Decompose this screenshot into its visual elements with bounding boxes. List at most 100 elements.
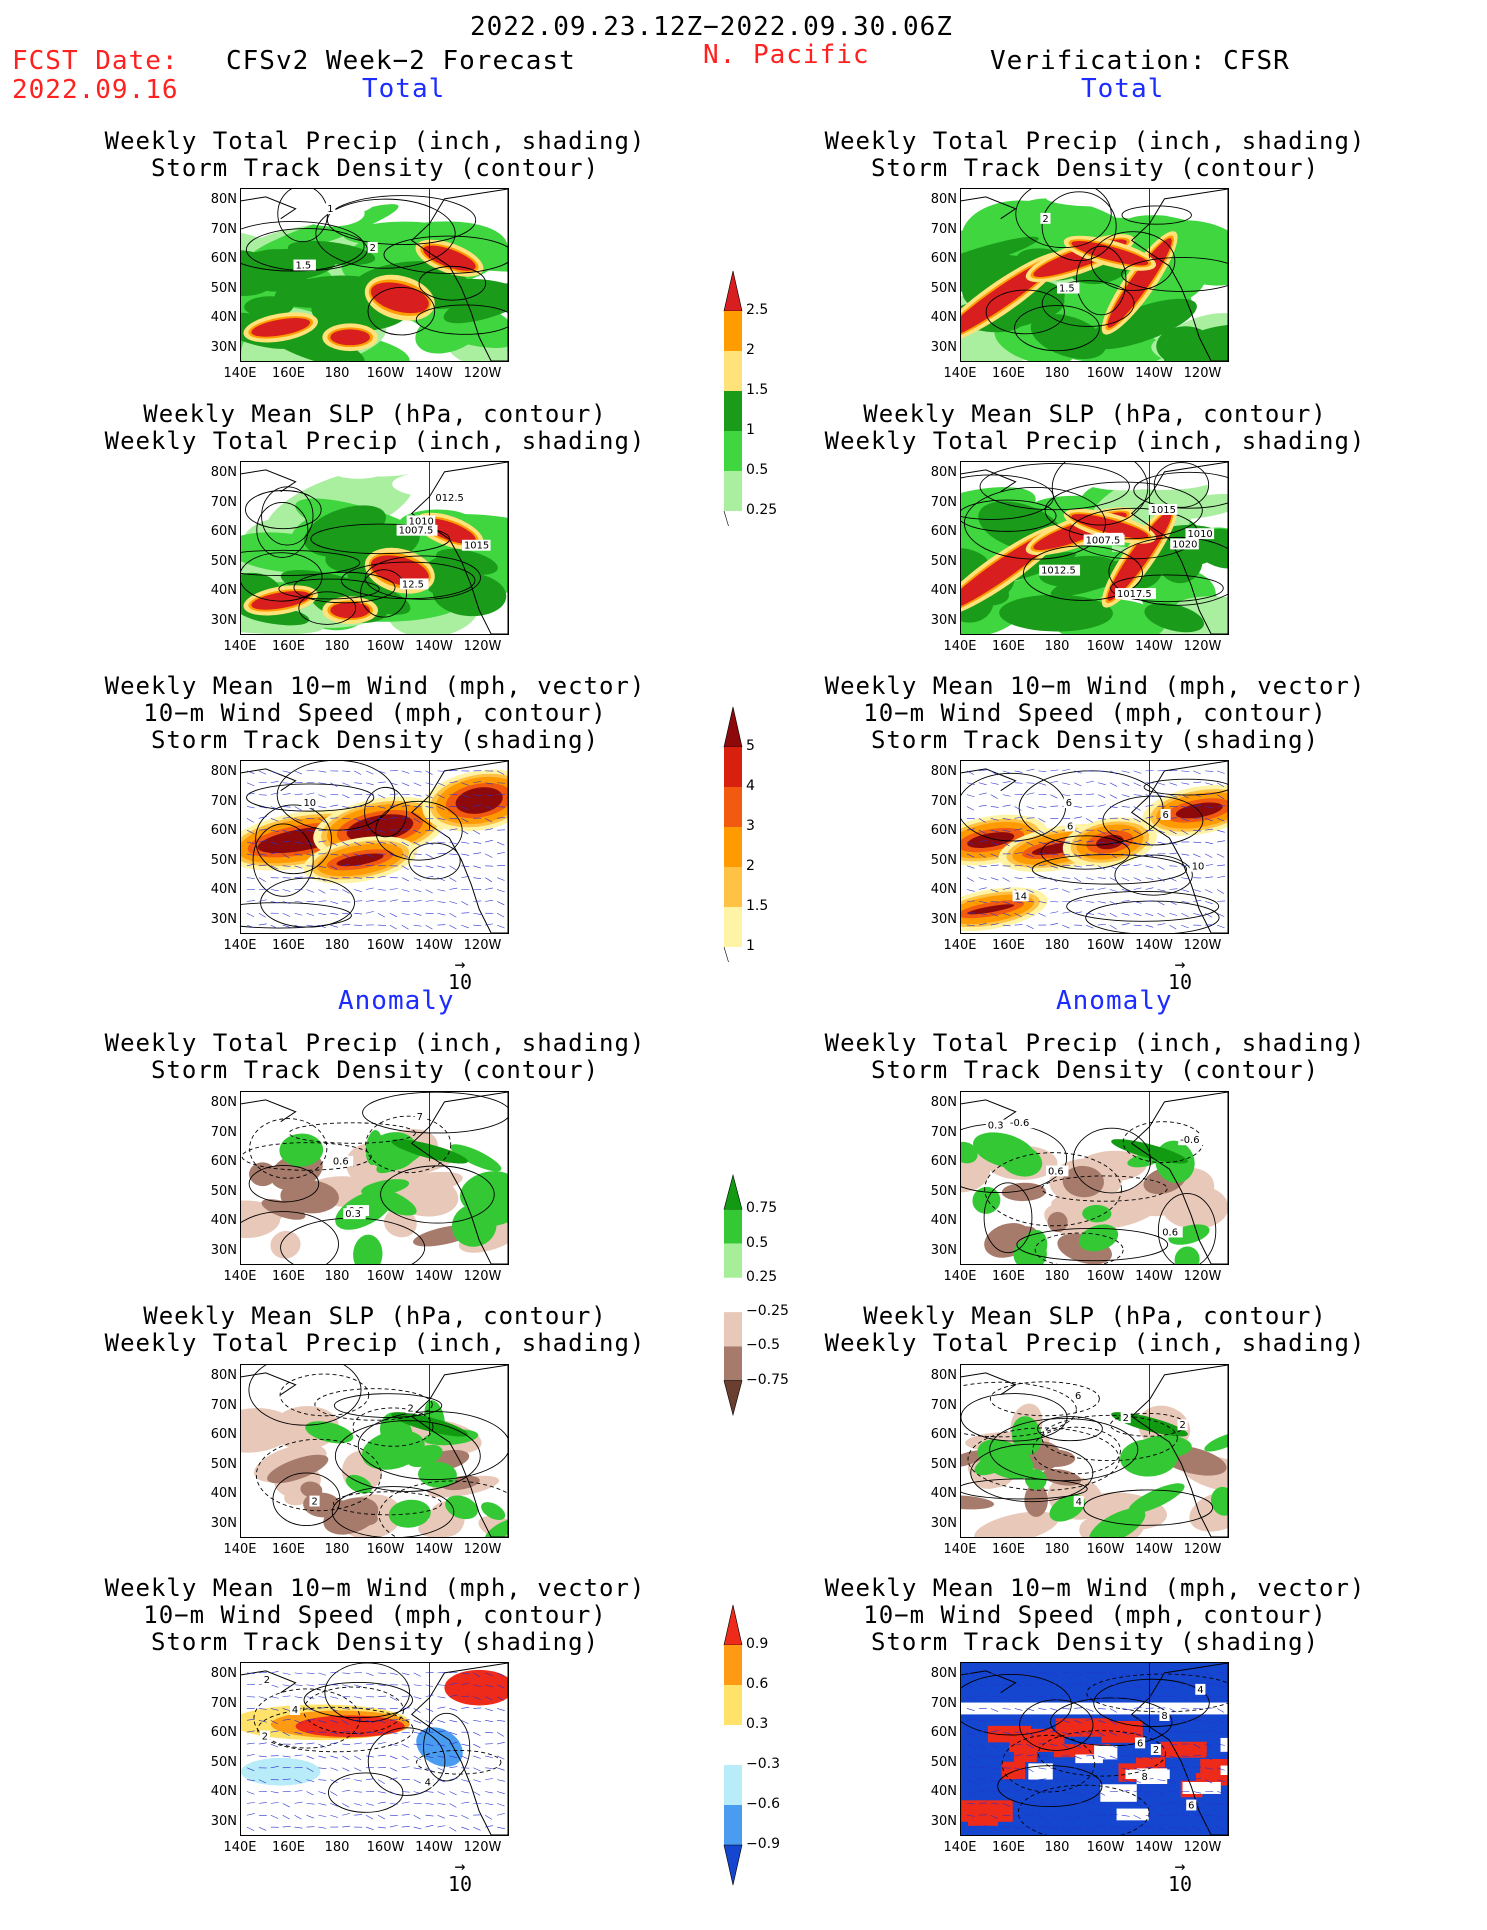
lat-tick-label: 60N: [917, 1154, 957, 1169]
lon-tick-label: 140E: [938, 366, 982, 381]
lat-tick-label: 80N: [197, 465, 237, 480]
lon-tick-label: 140E: [938, 938, 982, 953]
lon-tick-label: 120W: [1181, 639, 1225, 654]
colorbar-label: 2: [746, 858, 755, 874]
panel-title-line: Weekly Mean SLP (hPa, contour): [795, 401, 1395, 428]
svg-text:6: 6: [1188, 1800, 1194, 1811]
contour-label: 1007.5: [397, 525, 438, 537]
contour-label: 1020: [1170, 539, 1199, 551]
lat-tick-label: 80N: [197, 192, 237, 207]
lon-tick-label: 180: [1035, 639, 1079, 654]
panel-title-4-left: Weekly Total Precip (inch, shading)Storm…: [75, 1030, 675, 1084]
panel-title-line: 10−m Wind Speed (mph, contour): [795, 1602, 1395, 1629]
contour-label: 1015: [1149, 504, 1178, 516]
lon-tick-label: 160W: [364, 366, 408, 381]
svg-text:2: 2: [1179, 1420, 1185, 1431]
lon-tick-label: 120W: [461, 938, 505, 953]
lat-tick-label: 50N: [197, 853, 237, 868]
contour-label: 4: [423, 1776, 433, 1788]
svg-text:1015: 1015: [1151, 505, 1176, 516]
panel-title-line: Weekly Mean 10−m Wind (mph, vector): [795, 1575, 1395, 1602]
lon-tick-label: 160E: [987, 639, 1031, 654]
lat-tick-label: 50N: [917, 1755, 957, 1770]
lat-tick-label: 70N: [197, 222, 237, 237]
contour-label: 2: [1178, 1419, 1188, 1431]
lat-tick-label: 80N: [917, 1368, 957, 1383]
contour-label: 1010: [1186, 528, 1215, 540]
vector-reference: →10: [1150, 960, 1210, 994]
svg-text:1.5: 1.5: [295, 260, 311, 271]
lat-tick-label: 80N: [917, 1666, 957, 1681]
panel-title-3-left: Weekly Mean 10−m Wind (mph, vector)10−m …: [75, 673, 675, 754]
contour-label: 6: [1073, 1390, 1083, 1402]
svg-text:6: 6: [1162, 810, 1168, 821]
lat-tick-label: 40N: [917, 310, 957, 325]
svg-text:10: 10: [1192, 862, 1205, 873]
svg-text:10: 10: [303, 798, 316, 809]
lat-tick-label: 50N: [197, 1457, 237, 1472]
panel-title-5-left: Weekly Mean SLP (hPa, contour)Weekly Tot…: [75, 1303, 675, 1357]
contour-label: 6: [1161, 809, 1171, 821]
region-title: N. Pacific: [703, 40, 870, 70]
lat-tick-label: 60N: [197, 251, 237, 266]
lon-tick-label: 160E: [987, 366, 1031, 381]
panel-title-2-right: Weekly Mean SLP (hPa, contour)Weekly Tot…: [795, 401, 1395, 455]
colorbar-label: 0.75: [746, 1200, 777, 1216]
colorbar-label: 1: [746, 938, 755, 954]
lat-tick-label: 40N: [197, 583, 237, 598]
panel-title-line: 10−m Wind Speed (mph, contour): [75, 1602, 675, 1629]
colorbar-label: −0.6: [746, 1796, 780, 1812]
lon-tick-label: 140W: [412, 639, 456, 654]
lat-tick-label: 40N: [197, 1486, 237, 1501]
lon-tick-label: 140W: [1132, 366, 1176, 381]
vector-reference-label: 10: [1150, 1872, 1210, 1896]
svg-text:1012.5: 1012.5: [1041, 566, 1076, 577]
panel-title-line: Weekly Total Precip (inch, shading): [75, 1330, 675, 1357]
map-panel-3-left: 10: [240, 760, 509, 934]
lon-tick-label: 140E: [938, 1840, 982, 1855]
vector-reference: →10: [430, 960, 490, 994]
lon-tick-label: 160W: [364, 938, 408, 953]
lat-tick-label: 30N: [197, 340, 237, 355]
colorbar-label: 5: [746, 738, 755, 754]
model-title: CFSv2 Week−2 Forecast: [226, 46, 576, 76]
lon-tick-label: 180: [1035, 1840, 1079, 1855]
panel-title-line: Weekly Total Precip (inch, shading): [795, 428, 1395, 455]
panel-title-6-left: Weekly Mean 10−m Wind (mph, vector)10−m …: [75, 1575, 675, 1656]
colorbar-label: −0.75: [746, 1372, 789, 1388]
contour-label: 2: [406, 1403, 416, 1415]
contour-label: 10: [1190, 861, 1206, 873]
lat-tick-label: 60N: [197, 1725, 237, 1740]
lon-tick-label: 140E: [218, 938, 262, 953]
lon-tick-label: 120W: [1181, 1269, 1225, 1284]
lon-tick-label: 140E: [218, 639, 262, 654]
colorbar-label: 0.9: [746, 1636, 768, 1652]
lat-tick-label: 50N: [197, 281, 237, 296]
contour-label: 2: [260, 1731, 270, 1743]
lon-tick-label: 160E: [987, 1542, 1031, 1557]
lat-tick-label: 50N: [197, 1755, 237, 1770]
vector-reference-label: 10: [430, 1872, 490, 1896]
colorbar-label: −0.3: [746, 1756, 780, 1772]
lat-tick-label: 30N: [917, 1516, 957, 1531]
lat-tick-label: 30N: [197, 912, 237, 927]
lon-tick-label: 140W: [1132, 1542, 1176, 1557]
lon-tick-label: 160E: [267, 1542, 311, 1557]
svg-text:-0.6: -0.6: [1010, 1118, 1029, 1129]
lon-tick-label: 180: [1035, 366, 1079, 381]
panel-title-line: Storm Track Density (contour): [795, 155, 1395, 182]
lat-tick-label: 30N: [917, 912, 957, 927]
colorbar-label: 1.5: [746, 898, 768, 914]
map-panel-4-left: 70.60.90.3: [240, 1091, 509, 1265]
lat-tick-label: 60N: [197, 823, 237, 838]
lon-tick-label: 140W: [412, 1840, 456, 1855]
fcst-date: 2022.09.16: [12, 75, 179, 105]
svg-text:6: 6: [1066, 798, 1072, 809]
panel-title-line: Weekly Total Precip (inch, shading): [75, 128, 675, 155]
lat-tick-label: 30N: [197, 613, 237, 628]
lat-tick-label: 30N: [197, 1516, 237, 1531]
lon-tick-label: 140W: [412, 938, 456, 953]
lon-tick-label: 160E: [267, 639, 311, 654]
lon-tick-label: 140W: [1132, 1840, 1176, 1855]
